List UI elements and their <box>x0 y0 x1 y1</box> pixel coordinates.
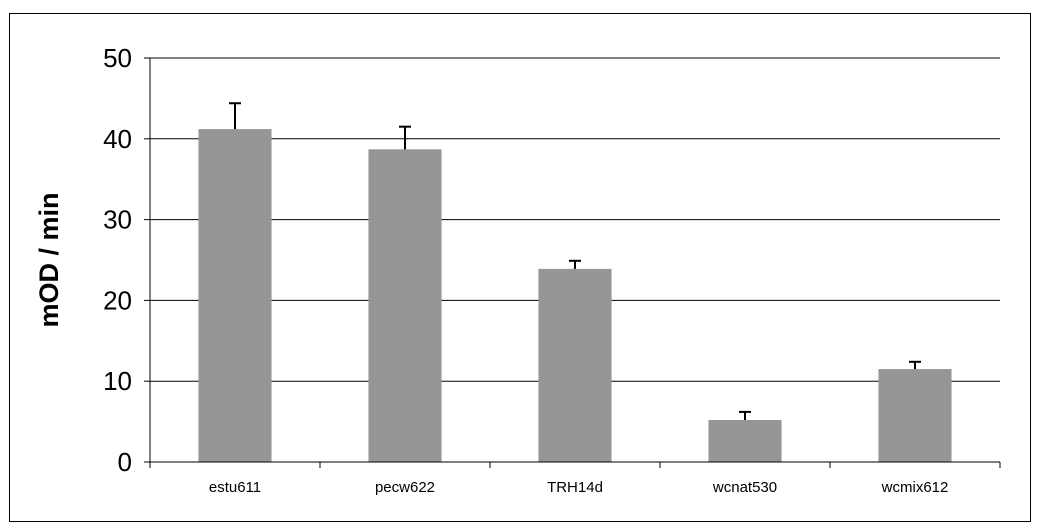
bar-pecw622 <box>368 149 442 462</box>
x-tick-label: estu611 <box>209 479 261 496</box>
y-axis-title: mOD / min <box>34 192 64 327</box>
bars <box>198 129 952 462</box>
bar-estu611 <box>198 129 272 462</box>
x-tick-labels: estu611 pecw622 TRH14d wcnat530 wcmix612 <box>209 479 948 496</box>
y-tick-label: 20 <box>103 285 132 315</box>
y-tick-label: 30 <box>103 205 132 235</box>
x-tick-label: wcnat530 <box>712 479 777 496</box>
y-tick-label: 40 <box>103 124 132 154</box>
axes <box>144 57 1001 468</box>
bar-wcmix612 <box>878 369 952 462</box>
y-tick-label: 50 <box>103 43 132 73</box>
y-tick-label: 10 <box>103 366 132 396</box>
x-tick-label: TRH14d <box>547 479 603 496</box>
chart-frame <box>9 13 1031 522</box>
y-tick-label: 0 <box>118 447 132 477</box>
y-tick-labels: 0 10 20 30 40 50 <box>103 43 132 477</box>
bar-TRH14d <box>538 268 612 462</box>
error-bars <box>229 102 921 420</box>
bar-wcnat530 <box>708 419 782 462</box>
x-tick-label: wcmix612 <box>881 479 949 496</box>
x-tick-label: pecw622 <box>375 479 435 496</box>
